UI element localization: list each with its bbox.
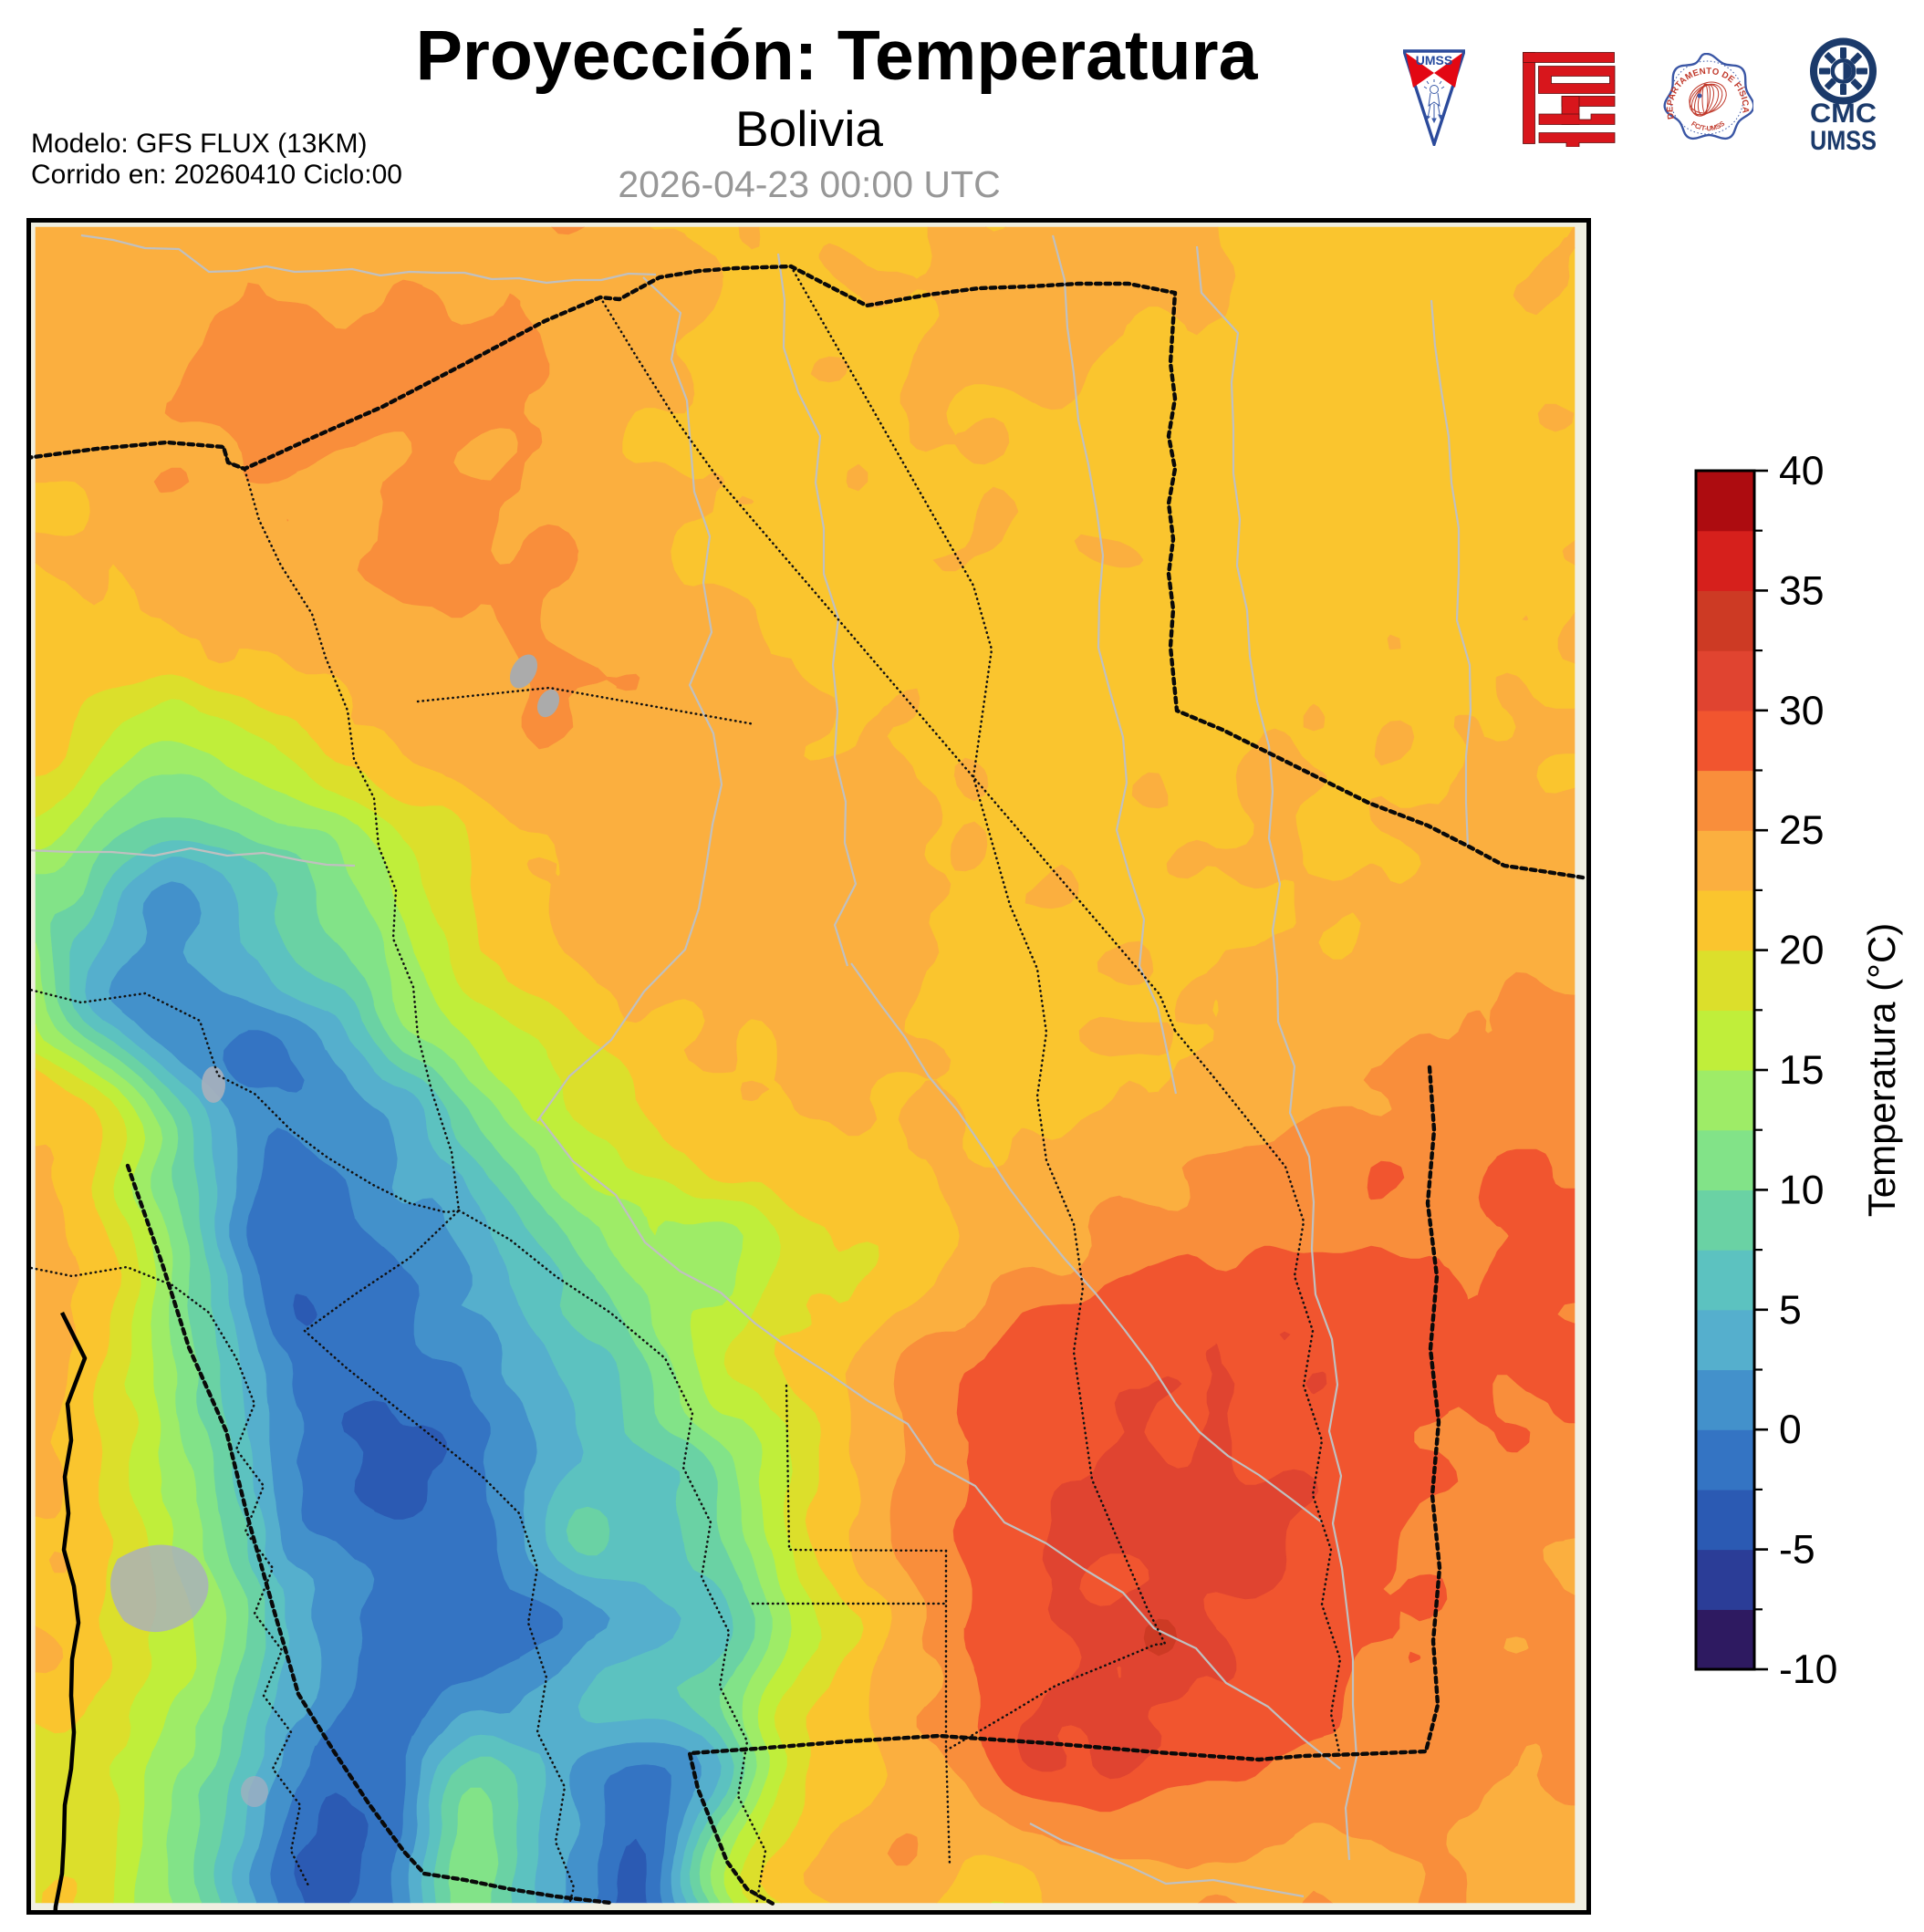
svg-text:30: 30 xyxy=(1779,689,1825,733)
svg-text:5: 5 xyxy=(1779,1288,1802,1333)
svg-text:35: 35 xyxy=(1779,568,1825,613)
svg-text:UMSS: UMSS xyxy=(1810,126,1877,156)
svg-text:15: 15 xyxy=(1779,1048,1825,1093)
svg-text:CMC: CMC xyxy=(1810,99,1877,129)
svg-text:10: 10 xyxy=(1779,1168,1825,1212)
svg-text:40: 40 xyxy=(1779,452,1825,493)
svg-text:UMSS: UMSS xyxy=(1416,53,1452,68)
svg-text:-10: -10 xyxy=(1779,1647,1837,1692)
svg-text:Temperatura (°C): Temperatura (°C) xyxy=(1860,923,1903,1218)
svg-text:0: 0 xyxy=(1779,1407,1802,1452)
svg-text:25: 25 xyxy=(1779,808,1825,853)
svg-text:FC/T-UMSS: FC/T-UMSS xyxy=(1690,119,1726,133)
svg-text:-5: -5 xyxy=(1779,1528,1815,1573)
svg-text:20: 20 xyxy=(1779,929,1825,973)
